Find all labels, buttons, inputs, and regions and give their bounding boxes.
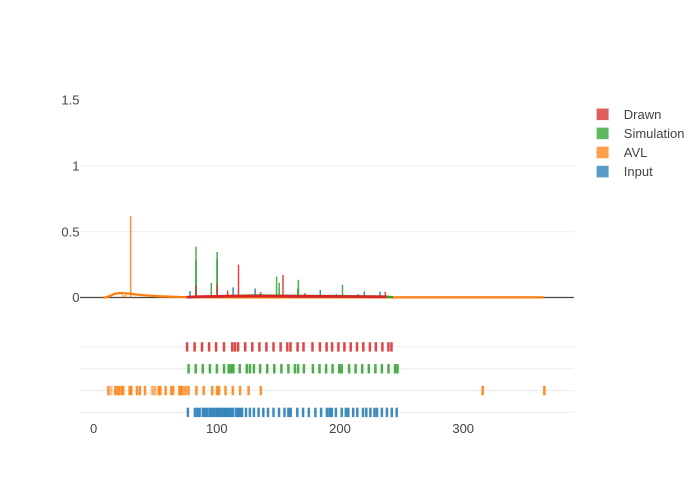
svg-text:0: 0 bbox=[72, 290, 79, 305]
svg-text:1.5: 1.5 bbox=[61, 92, 79, 107]
svg-text:200: 200 bbox=[329, 421, 351, 436]
svg-text:AVL: AVL bbox=[624, 145, 648, 160]
svg-text:Drawn: Drawn bbox=[624, 107, 662, 122]
svg-text:100: 100 bbox=[206, 421, 228, 436]
svg-text:1: 1 bbox=[72, 158, 79, 173]
svg-text:0.5: 0.5 bbox=[61, 224, 79, 239]
svg-text:0: 0 bbox=[90, 421, 97, 436]
svg-text:Simulation: Simulation bbox=[624, 126, 685, 141]
svg-text:300: 300 bbox=[452, 421, 474, 436]
svg-text:Input: Input bbox=[624, 164, 653, 179]
